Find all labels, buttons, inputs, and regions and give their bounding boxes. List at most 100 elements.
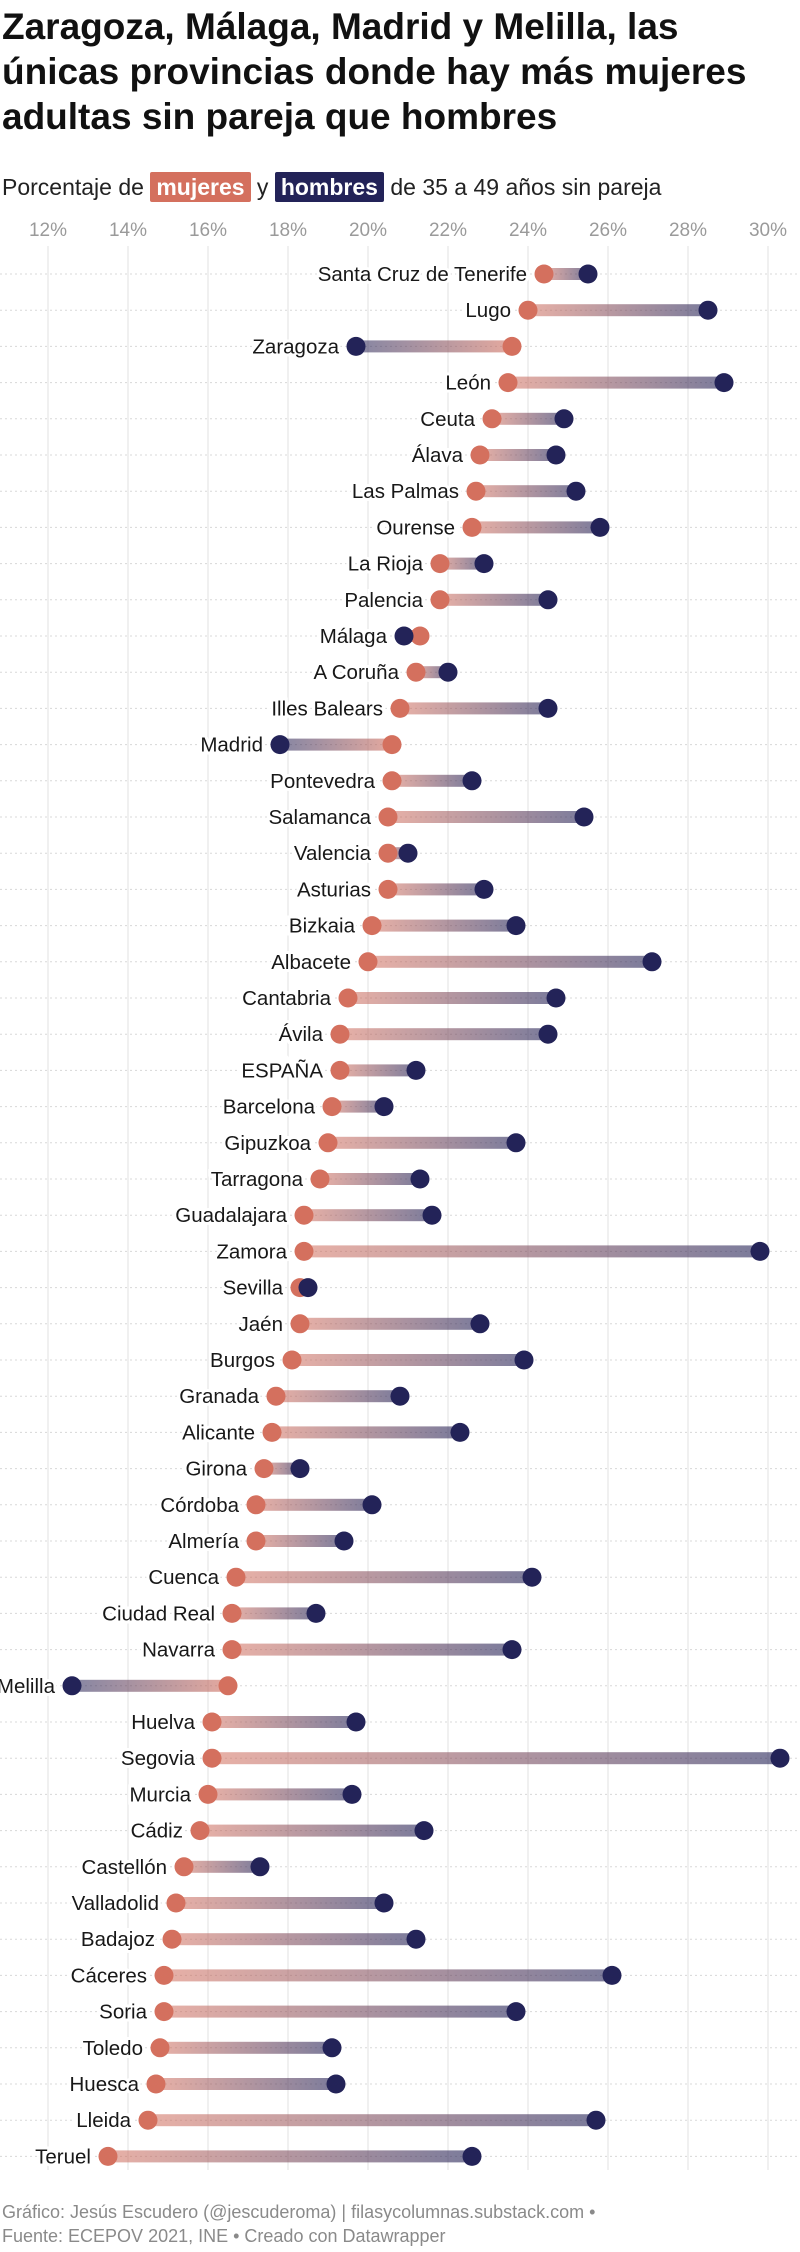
- women-dot: [246, 1531, 266, 1551]
- chart-subtitle: Porcentaje de mujeres y hombres de 35 a …: [2, 170, 798, 204]
- dumbbell-bar: [232, 1643, 512, 1656]
- x-tick-label: 22%: [429, 220, 467, 241]
- men-dot: [546, 988, 566, 1008]
- women-dot: [154, 2002, 174, 2022]
- row-label: Granada: [179, 1385, 259, 1408]
- row-label: Málaga: [320, 625, 388, 648]
- women-dot: [430, 554, 450, 574]
- men-dot: [270, 735, 290, 755]
- row-label: Segovia: [121, 1747, 196, 1770]
- row-label: Las Palmas: [352, 480, 459, 503]
- row-label: Badajoz: [81, 1928, 155, 1951]
- women-dot: [222, 1640, 242, 1660]
- x-tick-label: 12%: [29, 220, 67, 241]
- row-label: Gipuzkoa: [224, 1132, 311, 1155]
- subtitle-connector: y: [250, 174, 275, 200]
- row-label: Sevilla: [223, 1277, 284, 1300]
- women-dot: [198, 1784, 218, 1804]
- dumbbell-bar: [156, 2078, 336, 2090]
- dumbbell-bar: [472, 521, 600, 534]
- men-dot: [538, 1024, 558, 1044]
- dumbbell-bar: [172, 1933, 416, 1946]
- men-dot: [602, 1965, 622, 1985]
- men-dot: [462, 2146, 482, 2166]
- women-dot: [358, 952, 378, 972]
- row-label: Murcia: [129, 1783, 191, 1806]
- row-label: Pontevedra: [270, 770, 375, 793]
- row-label: Guadalajara: [175, 1204, 287, 1227]
- dumbbell-bar: [492, 412, 564, 425]
- women-dot: [222, 1603, 242, 1623]
- men-dot: [422, 1205, 442, 1225]
- women-dot: [382, 771, 402, 791]
- men-dot: [714, 373, 734, 393]
- men-dot: [374, 1893, 394, 1913]
- men-dot: [502, 1640, 522, 1660]
- row-label: Castellón: [82, 1856, 167, 1879]
- dumbbell-bar: [508, 376, 724, 389]
- dumbbell-bar: [328, 1136, 516, 1149]
- dumbbell-bar: [300, 1317, 480, 1330]
- row-label: Almería: [168, 1530, 239, 1553]
- men-dot: [414, 1821, 434, 1841]
- women-dot: [502, 336, 522, 356]
- women-dot: [226, 1567, 246, 1587]
- women-dot: [382, 735, 402, 755]
- x-tick-label: 28%: [669, 220, 707, 241]
- men-dot: [474, 554, 494, 574]
- men-dot: [770, 1748, 790, 1768]
- women-dot: [146, 2074, 166, 2094]
- row-label: Toledo: [83, 2037, 143, 2060]
- women-dot: [262, 1422, 282, 1442]
- women-dot: [154, 1965, 174, 1985]
- women-dot: [330, 1060, 350, 1080]
- men-dot: [538, 698, 558, 718]
- men-dot: [586, 2110, 606, 2130]
- men-dot: [578, 264, 598, 284]
- dumbbell-bar: [208, 1788, 352, 1801]
- footer-credit: Gráfico: Jesús Escudero (@jescuderoma) |…: [2, 2202, 596, 2222]
- dumbbell-bar: [440, 557, 484, 570]
- dumbbell-bar: [276, 1390, 400, 1403]
- row-label: Huelva: [131, 1711, 195, 1734]
- row-label: Valladolid: [72, 1892, 159, 1915]
- men-dot: [406, 1929, 426, 1949]
- dumbbell-bar: [292, 1354, 524, 1366]
- dumbbell-bar: [304, 1245, 760, 1258]
- men-dot: [342, 1784, 362, 1804]
- dumbbell-bar: [368, 955, 652, 968]
- row-label: Lleida: [76, 2109, 131, 2132]
- dumbbell-bar: [528, 304, 708, 317]
- row-label: La Rioja: [348, 553, 424, 576]
- women-dot: [174, 1857, 194, 1877]
- women-dot: [290, 1314, 310, 1334]
- women-dot: [138, 2110, 158, 2130]
- dumbbell-bar: [348, 992, 556, 1004]
- men-dot: [462, 771, 482, 791]
- women-dot: [162, 1929, 182, 1949]
- row-label: Girona: [185, 1458, 247, 1481]
- dumbbell-bar: [392, 774, 472, 787]
- row-label: Soria: [99, 2001, 147, 2024]
- men-dot: [298, 1278, 318, 1298]
- women-dot: [218, 1676, 238, 1696]
- women-dot: [202, 1748, 222, 1768]
- subtitle-prefix: Porcentaje de: [2, 174, 151, 200]
- row-label: A Coruña: [314, 661, 400, 684]
- women-dot: [202, 1712, 222, 1732]
- dumbbell-bar: [304, 1209, 432, 1222]
- footer-source: Fuente: ECEPOV 2021, INE • Creado con Da…: [2, 2226, 446, 2246]
- row-label: Ávila: [279, 1023, 324, 1046]
- x-tick-label: 14%: [109, 220, 147, 241]
- men-dot: [590, 517, 610, 537]
- row-label: Asturias: [297, 878, 371, 901]
- dumbbell-bar: [176, 1897, 384, 1909]
- women-dot: [246, 1495, 266, 1515]
- row-label: Barcelona: [223, 1096, 316, 1119]
- dumbbell-bar: [200, 1824, 424, 1837]
- legend-women-pill: mujeres: [150, 172, 251, 202]
- x-tick-label: 16%: [189, 220, 227, 241]
- row-label: Tarragona: [211, 1168, 304, 1191]
- row-label: Ciudad Real: [102, 1602, 215, 1625]
- men-dot: [750, 1241, 770, 1261]
